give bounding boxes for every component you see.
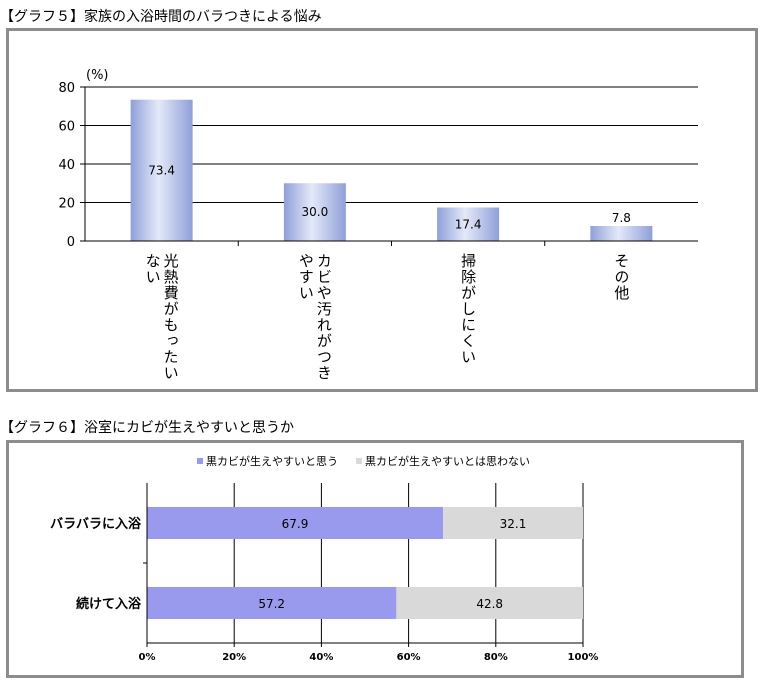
x-tick-label: 80% (484, 652, 508, 663)
chart5-title: 【グラフ５】家族の入浴時間のバラつきによる悩み (0, 9, 322, 25)
chart5-plot: 0 20 40 60 80 (%) 73.4 30.0 17.4 7.8 (58, 68, 698, 250)
bar-segment-0-1 (443, 507, 583, 539)
x-category-line: カビや汚れが (314, 253, 333, 349)
y-category-label: 続けて入浴 (76, 596, 142, 612)
bar-segment-1-1 (396, 587, 583, 619)
x-tick-label: 60% (397, 652, 421, 663)
bar-0 (130, 99, 193, 241)
x-tick-label: 0% (139, 652, 156, 663)
y-tick-label: 0 (67, 235, 75, 250)
y-tick-label: 20 (58, 197, 75, 212)
chart6-frame: 0% 20% 40% 60% 80% 100% 67.9 32.1 バラバラに入浴 57.2 42.… (6, 440, 744, 678)
data-label: 30.0 (302, 205, 329, 219)
data-label: 42.8 (476, 597, 503, 611)
x-category-line: つきやすい (296, 253, 333, 381)
y-category-label: バラバラに入浴 (50, 516, 142, 532)
bar-segment-0-0 (147, 507, 444, 539)
x-category-label: その他 (612, 253, 630, 301)
legend-swatch-0 (197, 458, 203, 464)
y-tick-label: 40 (58, 158, 75, 173)
legend-label: 黒カビが生えやすいと思う (206, 454, 338, 468)
bar-3 (590, 225, 653, 241)
x-category-line: その他 (612, 253, 631, 301)
x-tick-label: 40% (309, 652, 333, 663)
x-category-label: 掃除がしにくい (459, 253, 477, 365)
chart6-plot: 0% 20% 40% 60% 80% 100% 67.9 32.1 バラバラに入浴 57.2 42.… (50, 454, 599, 663)
y-tick-label: 80 (58, 81, 75, 96)
bar-segment-1-0 (147, 587, 397, 619)
y-tick-label: 60 (58, 120, 75, 135)
x-category-line: 光熱費が (161, 253, 180, 317)
bar-2 (437, 207, 500, 241)
x-tick-label: 20% (222, 652, 246, 663)
data-label: 17.4 (455, 217, 482, 231)
data-label: 32.1 (500, 517, 527, 531)
data-label: 57.2 (258, 597, 285, 611)
x-tick-label: 100% (568, 652, 599, 663)
chart5-frame: 0 20 40 60 80 (%) 73.4 30.0 17.4 7.8 光熱費がもったいない カビ… (6, 28, 758, 392)
data-label: 7.8 (612, 211, 631, 225)
x-category-label: カビや汚れがつきやすい (297, 253, 333, 389)
unit-label: (%) (86, 68, 109, 83)
chart6-title: 【グラフ６】浴室にカビが生えやすいと思うか (0, 420, 294, 436)
x-category-line: 掃除がしにくい (459, 253, 478, 365)
data-label: 67.9 (282, 517, 309, 531)
x-category-line: もったいない (143, 253, 180, 381)
x-category-label: 光熱費がもったいない (144, 253, 180, 389)
legend-swatch-1 (356, 458, 362, 464)
data-label: 73.4 (148, 163, 175, 177)
bar-1 (283, 183, 346, 241)
legend-label: 黒カビが生えやすいとは思わない (365, 454, 530, 468)
